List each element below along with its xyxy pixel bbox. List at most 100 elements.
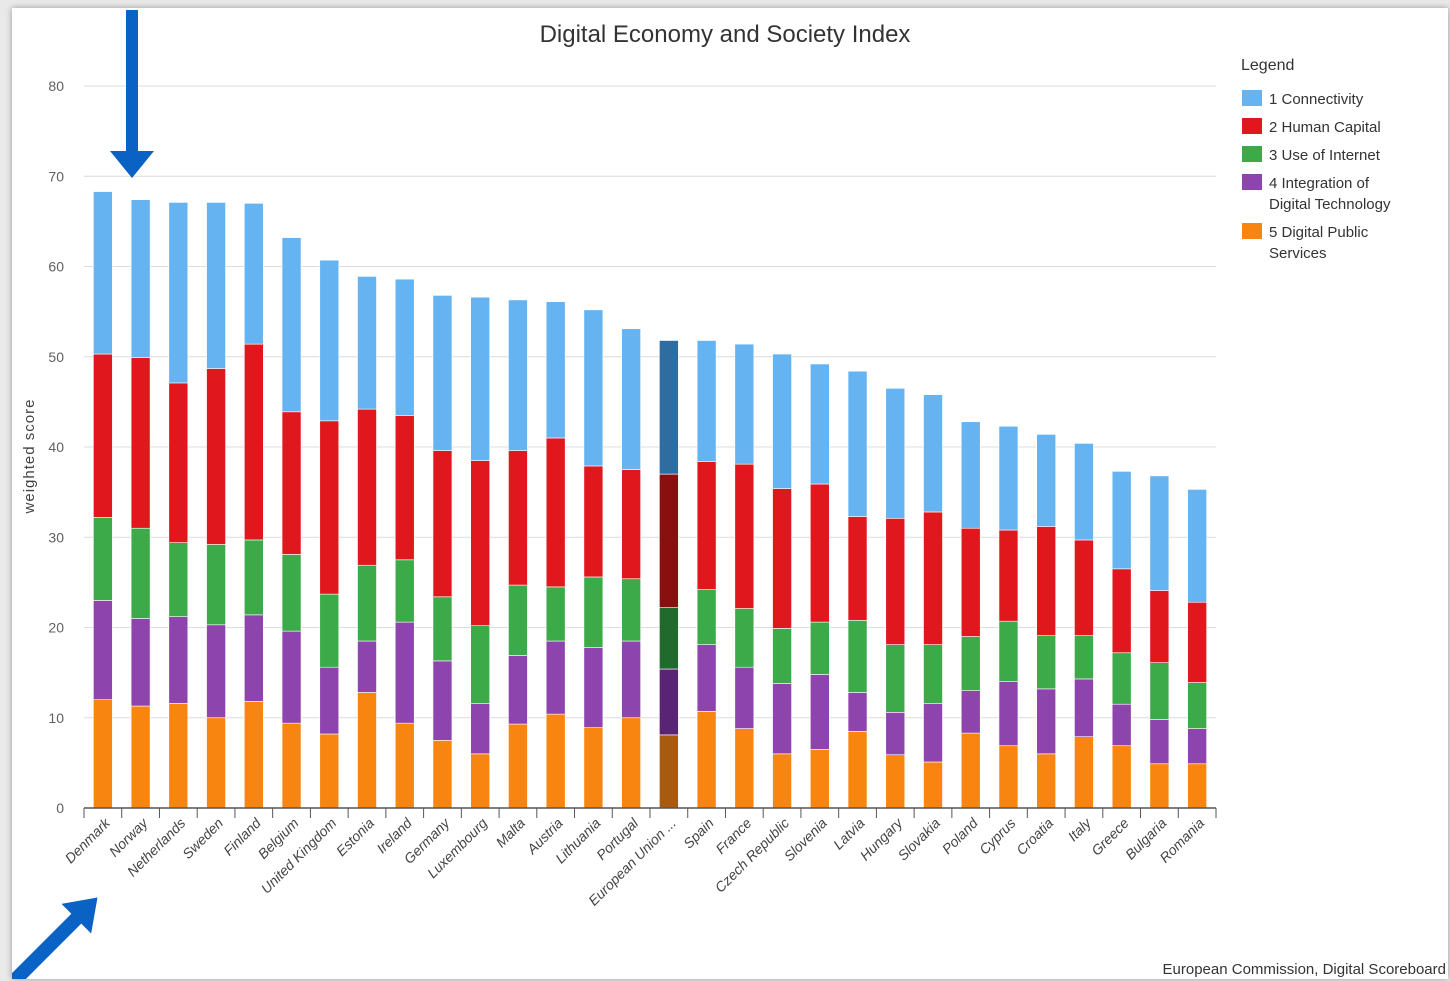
bar-segment	[583, 727, 604, 809]
bar-segment	[847, 370, 868, 517]
x-axis	[83, 807, 1217, 818]
bar-segment	[545, 301, 566, 439]
bar-segment	[357, 408, 377, 566]
bar-segment	[885, 712, 906, 756]
bar-segment	[281, 237, 302, 413]
up-right-arrow-icon	[12, 897, 98, 979]
bar-segment	[809, 621, 830, 675]
bar-segment	[168, 703, 189, 809]
bar-segment	[508, 450, 528, 586]
bar-segment	[621, 717, 641, 809]
legend-title: Legend	[1241, 57, 1294, 74]
bar-segment	[659, 734, 679, 809]
bar-segment	[432, 295, 453, 451]
bar-segment	[244, 614, 264, 702]
bar-segment	[508, 723, 528, 809]
bar-segment	[885, 644, 906, 713]
down-arrow-icon	[110, 10, 154, 178]
bar-segment	[93, 600, 113, 700]
bar-segment	[659, 340, 679, 475]
y-tick-label: 40	[48, 439, 64, 455]
bar-segment	[1074, 443, 1094, 541]
bar-segment	[1187, 489, 1207, 603]
bar-segment	[545, 437, 566, 588]
bar-segment	[583, 576, 604, 648]
bar-segment	[1111, 745, 1132, 809]
bar-segment	[206, 368, 226, 545]
bar-segment	[244, 343, 264, 541]
bar-segment	[394, 278, 415, 416]
bar-segment	[319, 733, 340, 809]
bar-segment	[130, 199, 151, 358]
bar-segment	[1149, 475, 1170, 591]
bar-segment	[960, 732, 981, 809]
legend-swatch	[1242, 90, 1262, 106]
bar-segment	[621, 578, 641, 642]
bar-segment	[394, 415, 415, 561]
bar-segment	[130, 357, 151, 529]
bar-segment	[206, 717, 226, 809]
x-tick-label: Estonia	[333, 815, 377, 859]
x-tick-labels: DenmarkNorwayNetherlandsSwedenFinlandBel…	[62, 814, 1208, 909]
bar-segment	[847, 692, 868, 732]
bar-segment	[734, 343, 755, 465]
bar-segment	[281, 630, 302, 724]
bar-segment	[545, 640, 566, 715]
bar-segment	[998, 529, 1019, 622]
bar-segment	[923, 644, 943, 704]
bar-segment	[960, 527, 981, 637]
x-tick-label: Denmark	[62, 814, 114, 866]
bar-segment	[998, 681, 1019, 747]
bar-segment	[809, 749, 830, 809]
bar-segment	[1111, 568, 1132, 654]
bar-segment	[244, 203, 264, 345]
legend-swatch	[1242, 174, 1262, 190]
bar-segment	[1111, 652, 1132, 705]
bar-segment	[470, 703, 491, 755]
source-credit: European Commission, Digital Scoreboard	[1163, 961, 1446, 978]
bar-segment	[659, 607, 679, 670]
bar-segment	[1111, 703, 1132, 747]
bar-segment	[1187, 763, 1207, 809]
bar-segment	[772, 683, 792, 755]
bar-segment	[206, 202, 226, 369]
y-tick-label: 10	[48, 710, 64, 726]
bar-segment	[960, 636, 981, 691]
bar-segment	[923, 703, 943, 763]
bar-segment	[621, 328, 641, 470]
bar-segment	[130, 618, 151, 707]
x-tick-label: Cyprus	[976, 815, 1019, 858]
bar-segment	[1036, 753, 1056, 809]
bar-segment	[734, 666, 755, 729]
legend-swatch	[1242, 223, 1262, 239]
bar-segment	[659, 473, 679, 608]
legend: Legend 1 Connectivity 2 Human Capital 3 Us…	[1241, 57, 1391, 262]
bar-segment	[809, 483, 830, 623]
bar-segment	[1149, 763, 1170, 809]
bar-segment	[885, 517, 906, 645]
bar-segment	[508, 584, 528, 656]
legend-label: 2 Human Capital	[1269, 119, 1381, 136]
legend-label: 1 Connectivity	[1269, 91, 1364, 108]
bar-segment	[93, 353, 113, 518]
bar-segment	[281, 722, 302, 809]
bar-segment	[1149, 590, 1170, 663]
grid-lines	[84, 85, 1216, 719]
bar-segment	[1074, 736, 1094, 809]
bar-segment	[621, 640, 641, 719]
bar-segment	[847, 619, 868, 693]
bar-segment	[470, 296, 491, 461]
bar-segment	[621, 469, 641, 580]
chart-frame: Digital Economy and Society Index weight…	[12, 8, 1448, 979]
bar-segment	[809, 674, 830, 750]
bar-segment	[394, 722, 415, 809]
bar-segment	[432, 596, 453, 662]
bar-segment	[1036, 434, 1056, 527]
bar-segment	[93, 517, 113, 601]
bars	[93, 191, 1207, 809]
bar-segment	[734, 728, 755, 809]
bar-segment	[432, 740, 453, 809]
legend-label: 3 Use of Internet	[1269, 147, 1381, 164]
bar-segment	[545, 586, 566, 642]
bar-segment	[130, 705, 151, 809]
